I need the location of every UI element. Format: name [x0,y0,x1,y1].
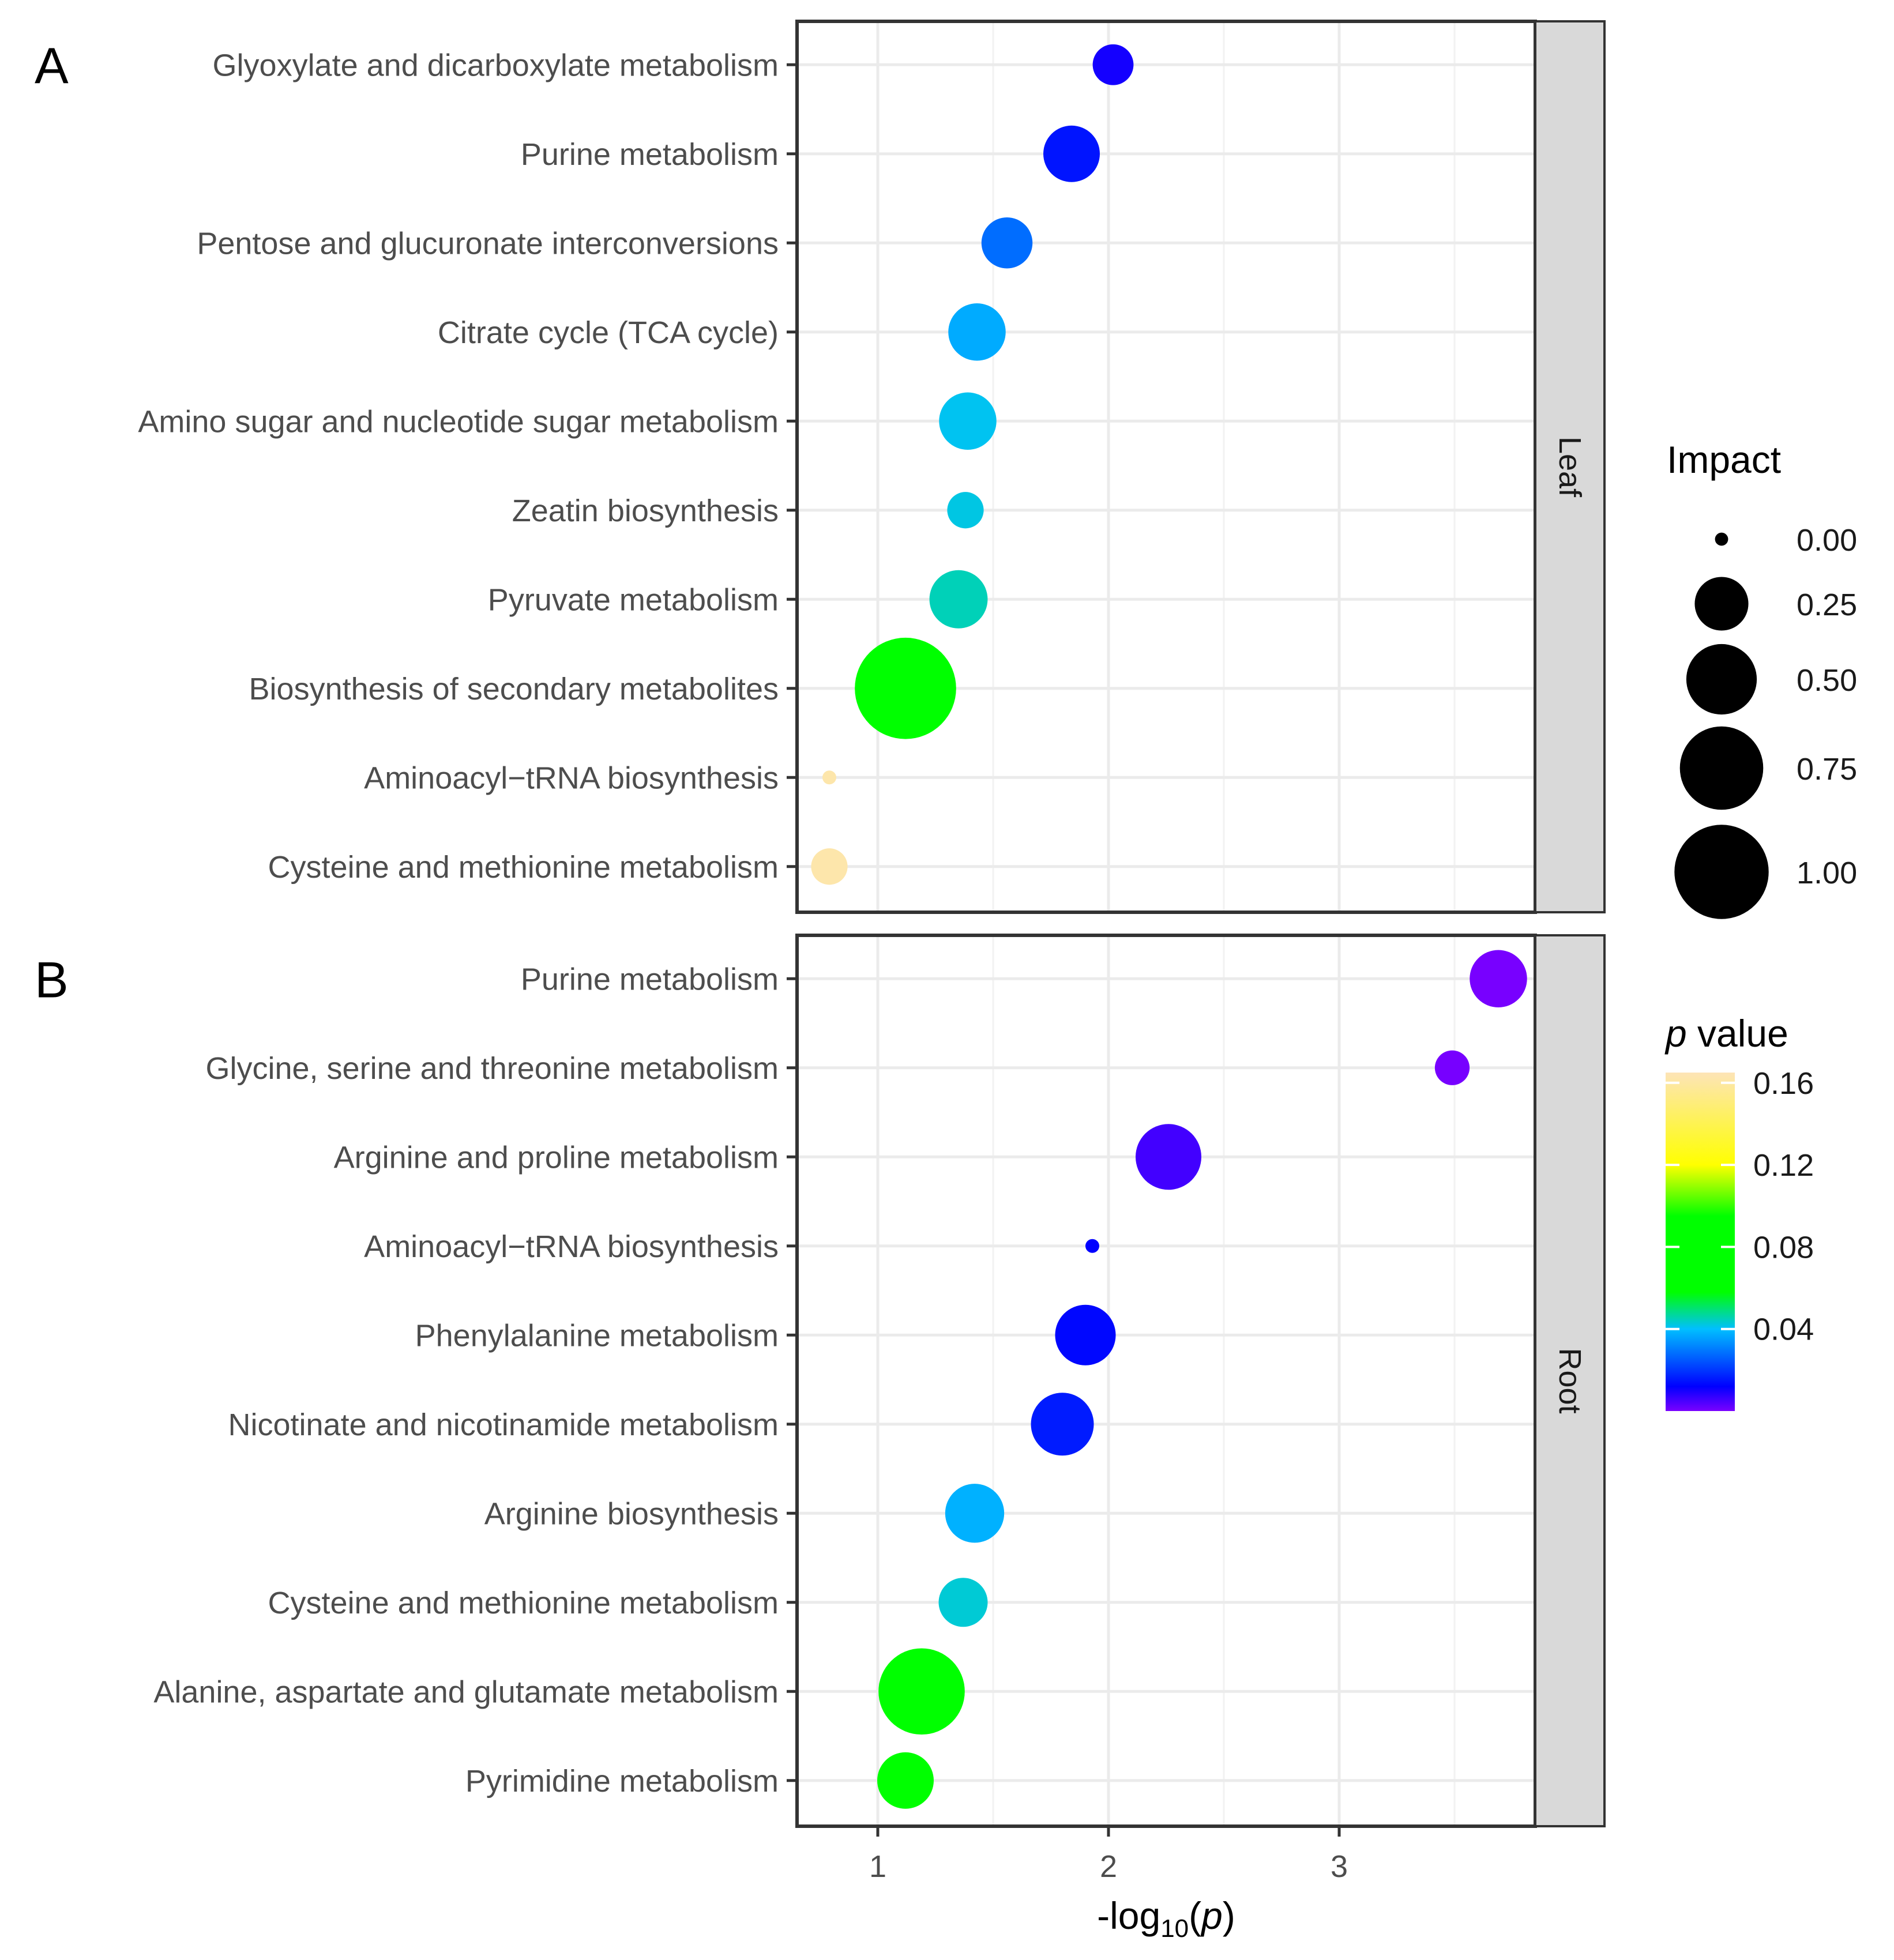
impact-legend-label: 0.50 [1797,663,1857,698]
data-point [855,637,956,739]
pvalue-legend: p value 0.16 0.12 0.08 0.04 [1664,1012,1814,1411]
y-tick-label: Biosynthesis of secondary metabolites [249,672,779,706]
impact-legend-key [1715,532,1728,546]
y-tick-label: Arginine and proline metabolism [334,1140,779,1175]
pvalue-colorbar [1666,1073,1735,1411]
pvalue-legend-title-italic: p [1664,1012,1687,1055]
facet-strip-label: Root [1553,1348,1587,1413]
panel-background [797,21,1535,912]
data-point [822,770,836,785]
facet-strip-label: Leaf [1553,437,1587,498]
y-tick-label: Zeatin biosynthesis [512,494,779,528]
data-point [1031,1393,1094,1456]
impact-legend-key [1694,577,1749,631]
facet-strip [1534,20,1606,913]
data-point [948,303,1006,361]
impact-legend-label: 0.75 [1797,752,1857,787]
panel-a: Glyoxylate and dicarboxylate metabolism P… [35,20,1606,914]
y-tick-label: Aminoacyl−tRNA biosynthesis [364,761,779,795]
impact-legend-key [1679,726,1764,810]
data-point [945,1484,1005,1543]
x-axis-title-close: ) [1223,1894,1235,1937]
y-tick-label: Cysteine and methionine metabolism [268,1586,779,1620]
data-point [1434,1050,1470,1085]
data-point [981,217,1033,269]
y-tick-label: Purine metabolism [521,137,779,172]
y-tick-label: Citrate cycle (TCA cycle) [438,315,779,350]
y-tick-label: Purine metabolism [521,962,779,996]
x-tick-label: 3 [1331,1849,1348,1884]
colorbar-tick-label: 0.04 [1753,1312,1814,1347]
y-tick-label: Arginine biosynthesis [484,1496,779,1531]
data-point [1085,1239,1099,1253]
data-point [1055,1304,1116,1365]
y-tick-label: Glyoxylate and dicarboxylate metabolism [213,48,779,82]
y-tick-label: Cysteine and methionine metabolism [268,850,779,885]
data-point [1043,125,1100,182]
x-axis-title-open: ( [1189,1894,1201,1937]
pvalue-legend-title-rest: value [1687,1012,1788,1055]
y-tick-label: Nicotinate and nicotinamide metabolism [228,1408,779,1442]
y-tick-label: Pyruvate metabolism [488,582,779,617]
impact-legend: Impact 0.00 0.25 0.50 0.75 1.00 [1667,438,1857,919]
panel-letter: B [35,951,69,1008]
colorbar-tick-label: 0.16 [1753,1066,1814,1101]
y-tick-label: Alanine, aspartate and glutamate metabol… [153,1675,779,1709]
data-point [877,1752,934,1809]
y-tick-label: Amino sugar and nucleotide sugar metabol… [138,404,779,439]
impact-legend-key [1674,825,1769,919]
data-point [878,1648,965,1735]
impact-legend-label: 0.00 [1797,523,1857,558]
data-point [811,848,848,885]
data-point [947,492,984,529]
impact-legend-label: 1.00 [1797,856,1857,890]
x-tick-label: 1 [869,1849,886,1884]
colorbar-tick-label: 0.12 [1753,1148,1814,1183]
x-axis-title-italic: p [1200,1894,1223,1937]
y-tick-label: Glycine, serine and threonine metabolism [205,1051,779,1086]
data-point [1135,1124,1202,1190]
data-point [939,392,997,450]
impact-legend-key [1686,644,1757,715]
x-axis-title-prefix: -log [1097,1894,1160,1937]
y-tick-label: Pentose and glucuronate interconversions [197,226,779,261]
x-tick-label: 2 [1100,1849,1117,1884]
panel-letter: A [35,37,69,94]
x-axis: 1 2 3 -log10(p) [869,1826,1348,1943]
data-point [1470,950,1527,1007]
x-axis-title-subscript: 10 [1160,1914,1189,1943]
x-axis-title: -log10(p) [1097,1894,1235,1943]
panel-b: Purine metabolism Glycine, serine and thr… [35,934,1606,1828]
y-tick-label: Pyrimidine metabolism [465,1764,779,1799]
data-point [929,570,988,629]
y-tick-label: Aminoacyl−tRNA biosynthesis [364,1229,779,1264]
impact-legend-title: Impact [1667,438,1781,481]
data-point [1092,44,1134,85]
facet-strip [1534,934,1606,1827]
y-tick-label: Phenylalanine metabolism [415,1318,779,1353]
data-point [938,1578,988,1627]
pvalue-legend-title: p value [1664,1012,1788,1055]
impact-legend-label: 0.25 [1797,588,1857,622]
colorbar-tick-label: 0.08 [1753,1230,1814,1265]
